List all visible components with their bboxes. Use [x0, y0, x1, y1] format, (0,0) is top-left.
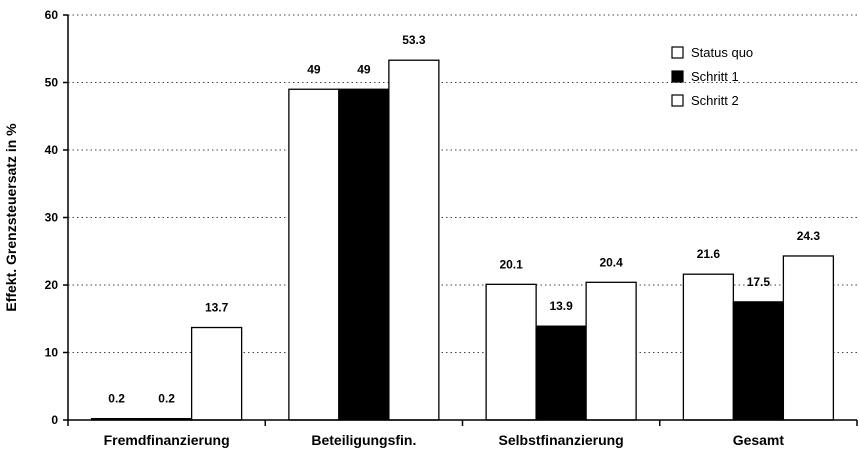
legend-label: Schritt 2: [691, 93, 739, 108]
legend-swatch: [671, 70, 684, 83]
bars: [90, 59, 835, 421]
legend: Status quo Schritt 1 Schritt 2: [671, 45, 753, 108]
legend-swatch: [671, 46, 684, 59]
y-axis-label: Effekt. Grenzsteuersatz in %: [3, 123, 19, 312]
bar-status-quo: [682, 273, 735, 421]
y-tick-labels: 0 10 20 30 40 50 60: [45, 8, 59, 427]
data-label: 0.2: [108, 392, 125, 406]
y-tick-label: 0: [51, 413, 58, 427]
category-label: Beteiligungsfin.: [311, 432, 416, 448]
data-label: 49: [357, 62, 371, 76]
data-label: 24.3: [797, 229, 821, 243]
legend-swatch: [671, 94, 684, 107]
category-label: Selbstfinanzierung: [499, 432, 624, 448]
bar-schritt-2: [782, 255, 835, 421]
data-label: 49: [307, 62, 321, 76]
y-tick-label: 10: [45, 346, 59, 360]
y-tick-label: 20: [45, 278, 59, 292]
bar-schritt-2: [388, 59, 440, 421]
data-label: 13.7: [205, 301, 229, 315]
data-label: 17.5: [747, 275, 771, 289]
data-label: 53.3: [402, 33, 426, 47]
y-tick-label: 60: [45, 8, 59, 22]
data-label: 13.9: [549, 299, 573, 313]
data-label: 20.1: [499, 257, 523, 271]
bar-schritt-2: [585, 281, 637, 421]
category-label: Fremdfinanzierung: [104, 432, 230, 448]
bar-schritt-2: [190, 326, 243, 421]
y-tick-label: 40: [45, 143, 59, 157]
bar-schritt-1: [535, 325, 587, 421]
category-labels: Fremdfinanzierung Beteiligungsfin. Selbstf…: [104, 432, 785, 448]
legend-label: Status quo: [691, 45, 753, 60]
bar-status-quo: [288, 88, 340, 421]
data-label: 20.4: [599, 255, 623, 269]
legend-label: Schritt 1: [691, 69, 739, 84]
bar-status-quo: [485, 283, 537, 421]
data-label: 21.6: [697, 247, 721, 261]
bar-schritt-1: [732, 301, 785, 421]
bar-schritt-1: [338, 88, 390, 421]
data-label: 0.2: [158, 392, 175, 406]
category-label: Gesamt: [733, 432, 785, 448]
axes: [63, 14, 858, 426]
data-labels: 0.2 0.2 13.7 49 49 53.3 20.1 13.9 20.4 21.6 17.5 24…: [108, 33, 820, 405]
y-tick-label: 30: [45, 211, 59, 225]
y-tick-label: 50: [45, 76, 59, 90]
